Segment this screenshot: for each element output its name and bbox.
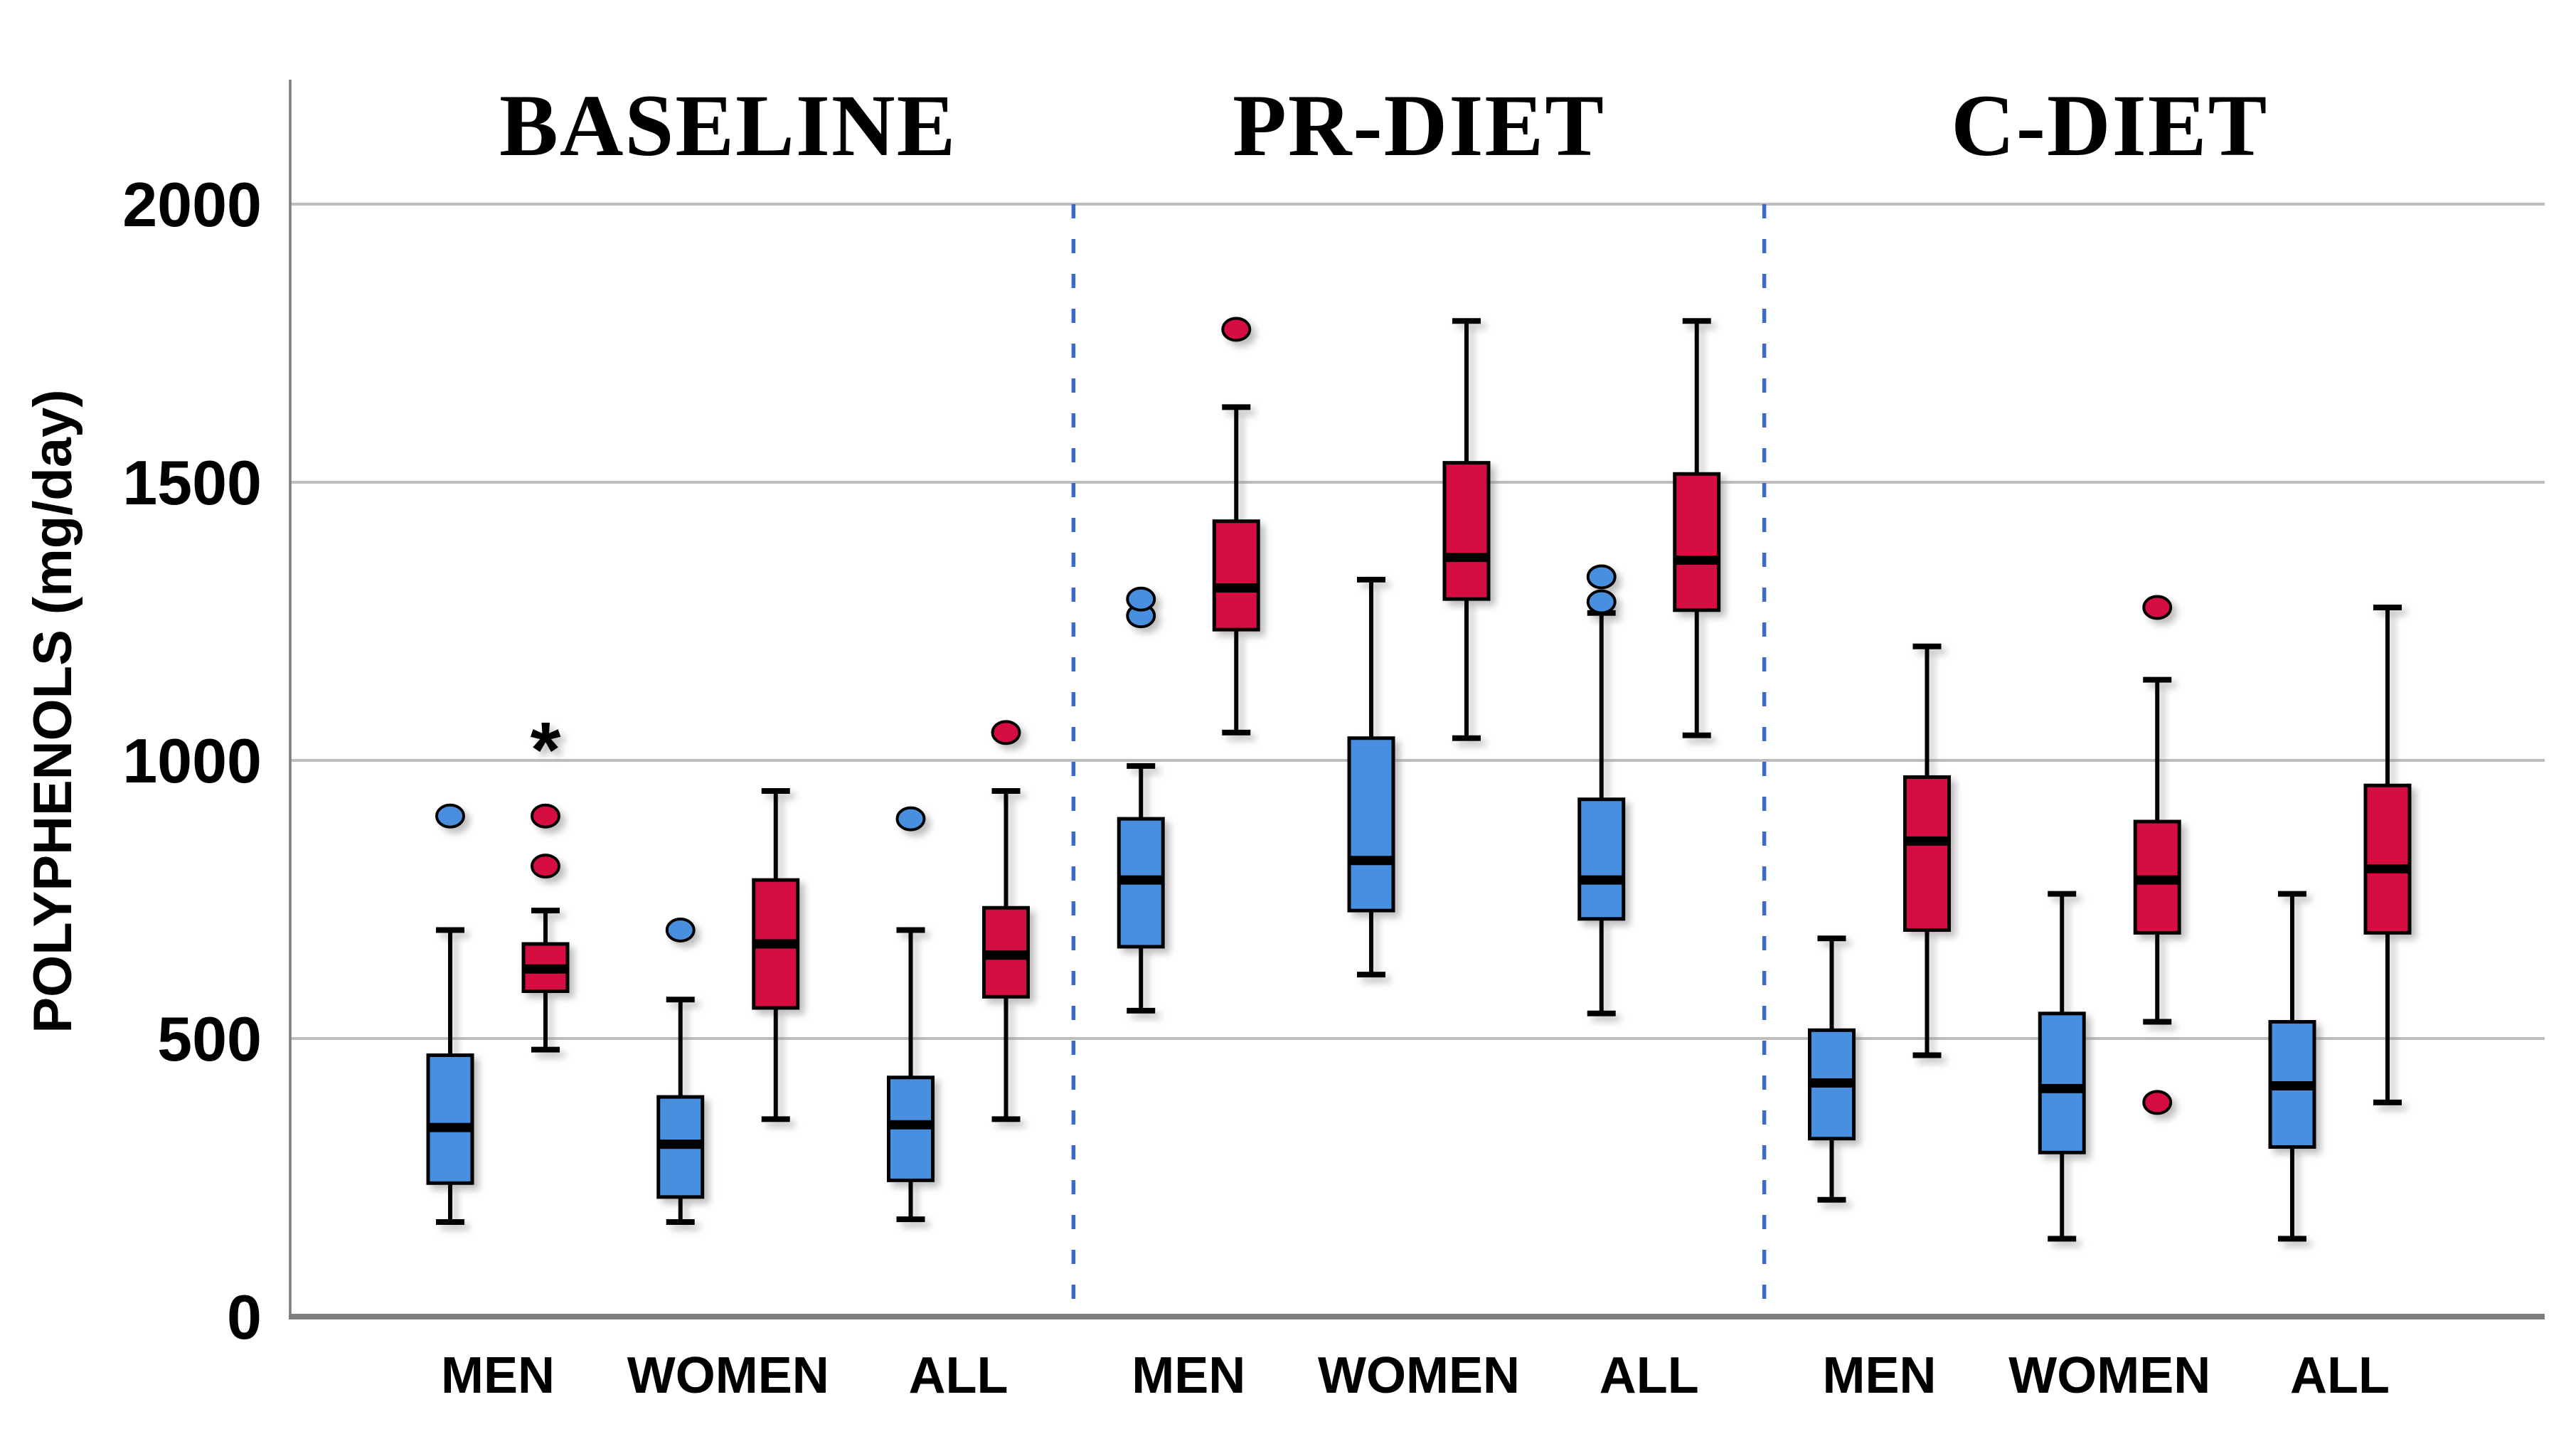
y-tick-label: 1500 xyxy=(122,447,262,518)
y-tick-label: 1000 xyxy=(122,726,262,796)
panel-title: PR-DIET xyxy=(1233,77,1605,174)
outlier-point xyxy=(2142,1090,2173,1115)
box-c-diet-all-red xyxy=(2363,604,2412,1105)
outlier-point xyxy=(665,918,696,943)
x-category-label: ALL xyxy=(909,1347,1008,1404)
box-pr-diet-women-blue xyxy=(1347,576,1395,978)
y-tick-label: 2000 xyxy=(122,169,262,240)
box-c-diet-women-blue xyxy=(2038,891,2086,1242)
outlier-point xyxy=(1221,317,1252,342)
panel-title: BASELINE xyxy=(499,77,957,174)
y-axis-title: POLYPHENOLS (mg/day) xyxy=(23,389,83,1033)
outlier-point xyxy=(895,806,926,832)
box-pr-diet-all-blue xyxy=(1577,564,1626,1016)
x-category-label: WOMEN xyxy=(1318,1347,1520,1404)
extreme-outlier-asterisk: * xyxy=(531,706,561,794)
box-pr-diet-men-blue xyxy=(1117,586,1165,1014)
outlier-point xyxy=(435,803,465,829)
x-category-labels: MEN WOMEN ALL MEN WOMEN ALL MEN WOMEN ALL xyxy=(441,1347,2390,1404)
iqr-box xyxy=(2363,783,2412,935)
box-pr-diet-all-red xyxy=(1673,318,1721,738)
iqr-box xyxy=(1442,461,1491,601)
x-category-label: MEN xyxy=(1132,1347,1245,1404)
box-baseline-all-red xyxy=(982,720,1030,1122)
iqr-box xyxy=(1212,519,1260,632)
x-category-label: MEN xyxy=(1823,1347,1937,1404)
iqr-box xyxy=(426,1053,474,1185)
iqr-box xyxy=(1577,797,1626,921)
x-category-label: WOMEN xyxy=(2008,1347,2210,1404)
box-baseline-all-blue xyxy=(887,806,935,1223)
box-pr-diet-men-red xyxy=(1212,317,1260,735)
x-category-label: ALL xyxy=(2290,1347,2390,1404)
panel-titles: BASELINE PR-DIET C-DIET xyxy=(499,77,2268,174)
boxes: * xyxy=(426,317,2412,1242)
box-pr-diet-women-red xyxy=(1442,318,1491,741)
box-baseline-women-blue xyxy=(656,918,705,1226)
box-baseline-men-red: * xyxy=(521,706,570,1053)
y-tick-label: 500 xyxy=(157,1004,262,1074)
box-c-diet-women-red xyxy=(2133,595,2181,1115)
box-c-diet-all-blue xyxy=(2268,891,2316,1242)
box-c-diet-men-red xyxy=(1903,643,1951,1058)
x-category-label: WOMEN xyxy=(627,1347,829,1404)
x-category-label: ALL xyxy=(1600,1347,1699,1404)
outlier-point xyxy=(1586,589,1617,615)
box-baseline-women-red xyxy=(752,788,800,1122)
iqr-box xyxy=(1673,472,1721,612)
iqr-box xyxy=(1347,736,1395,913)
panel-separators xyxy=(1071,204,1767,1317)
x-category-label: MEN xyxy=(441,1347,555,1404)
iqr-box xyxy=(2038,1011,2086,1154)
outlier-point xyxy=(2142,595,2173,620)
outlier-point xyxy=(1126,586,1156,612)
outlier-point xyxy=(531,803,560,829)
y-tick-labels: 0 500 1000 1500 2000 xyxy=(122,169,262,1352)
panel-title: C-DIET xyxy=(1951,77,2268,174)
y-tick-label: 0 xyxy=(227,1282,262,1352)
box-c-diet-men-blue xyxy=(1808,935,1856,1203)
gridlines xyxy=(290,203,2545,1040)
outlier-point xyxy=(991,720,1021,745)
outlier-point xyxy=(1586,564,1617,590)
box-baseline-men-blue xyxy=(426,803,474,1226)
outlier-point xyxy=(531,854,560,879)
iqr-box xyxy=(1903,775,1951,933)
